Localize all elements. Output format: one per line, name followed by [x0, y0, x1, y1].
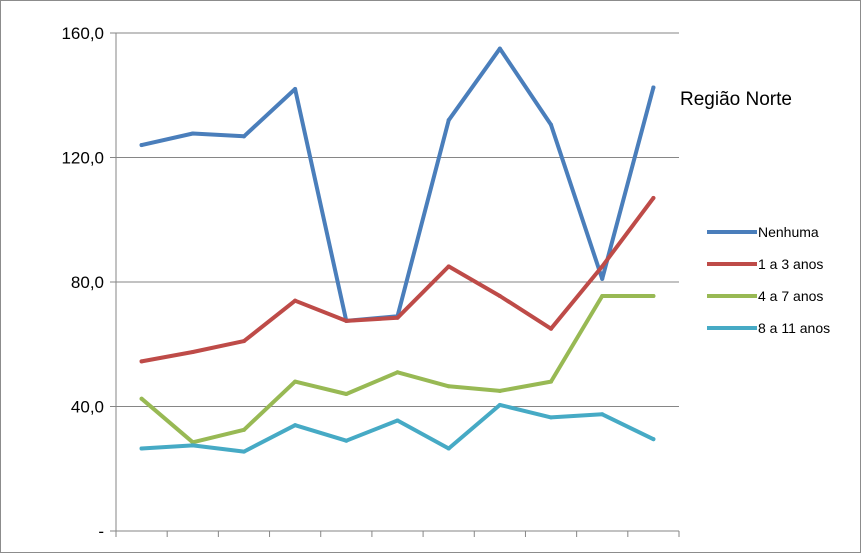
data-point-1-a-3-anos: [139, 359, 144, 364]
data-point-1-a-3-anos: [497, 294, 502, 299]
data-point-8-a-11-anos: [600, 412, 605, 417]
data-point-8-a-11-anos: [139, 446, 144, 451]
legend-label: 4 a 7 anos: [758, 288, 823, 304]
data-point-nenhuma: [651, 85, 656, 90]
data-point-8-a-11-anos: [395, 418, 400, 423]
series-line-8-a-11-anos: [139, 402, 656, 454]
legend-item-nenhuma: Nenhuma: [707, 224, 819, 240]
legend-label: Nenhuma: [758, 224, 819, 240]
data-point-1-a-3-anos: [651, 195, 656, 200]
data-point-nenhuma: [549, 122, 554, 127]
series-line-nenhuma: [139, 46, 656, 323]
data-point-nenhuma: [139, 143, 144, 148]
legend-item-4-a-7-anos: 4 a 7 anos: [707, 288, 823, 304]
series-layer: [139, 46, 656, 454]
data-point-1-a-3-anos: [549, 326, 554, 331]
y-tick-label: 40,0: [71, 398, 104, 417]
legend: Nenhuma 1 a 3 anos 4 a 7 anos 8 a 11 anos: [707, 224, 830, 336]
data-point-4-a-7-anos: [139, 396, 144, 401]
data-point-8-a-11-anos: [190, 443, 195, 448]
data-point-4-a-7-anos: [395, 370, 400, 375]
data-point-1-a-3-anos: [344, 318, 349, 323]
data-point-1-a-3-anos: [395, 315, 400, 320]
data-point-4-a-7-anos: [241, 427, 246, 432]
axes: - 40,0 80,0 120,0 160,0: [61, 24, 680, 541]
y-tick-label: 80,0: [71, 273, 104, 292]
data-point-4-a-7-anos: [446, 384, 451, 389]
data-point-8-a-11-anos: [446, 446, 451, 451]
data-point-4-a-7-anos: [190, 440, 195, 445]
data-point-nenhuma: [190, 131, 195, 136]
data-point-1-a-3-anos: [293, 298, 298, 303]
data-point-4-a-7-anos: [651, 294, 656, 299]
data-point-1-a-3-anos: [600, 264, 605, 269]
region-annotation: Região Norte: [680, 89, 792, 110]
y-tick-label: 160,0: [61, 24, 104, 43]
data-point-1-a-3-anos: [190, 350, 195, 355]
data-point-8-a-11-anos: [651, 437, 656, 442]
legend-label: 8 a 11 anos: [758, 320, 830, 336]
legend-label: 1 a 3 anos: [758, 256, 823, 272]
data-point-8-a-11-anos: [497, 402, 502, 407]
data-point-8-a-11-anos: [344, 438, 349, 443]
data-point-4-a-7-anos: [497, 388, 502, 393]
data-point-8-a-11-anos: [549, 415, 554, 420]
data-point-nenhuma: [293, 87, 298, 92]
data-point-4-a-7-anos: [293, 379, 298, 384]
data-point-1-a-3-anos: [446, 264, 451, 269]
grid-lines: [116, 32, 679, 407]
legend-item-1-a-3-anos: 1 a 3 anos: [707, 256, 823, 272]
y-tick-label: -: [98, 522, 104, 541]
data-point-4-a-7-anos: [549, 379, 554, 384]
data-point-1-a-3-anos: [241, 339, 246, 344]
data-point-8-a-11-anos: [293, 423, 298, 428]
data-point-nenhuma: [446, 118, 451, 123]
data-point-nenhuma: [241, 134, 246, 139]
data-point-4-a-7-anos: [600, 294, 605, 299]
data-point-nenhuma: [600, 276, 605, 281]
y-tick-label: 120,0: [61, 149, 104, 168]
data-point-4-a-7-anos: [344, 392, 349, 397]
data-point-8-a-11-anos: [241, 449, 246, 454]
data-point-nenhuma: [497, 46, 502, 51]
legend-item-8-a-11-anos: 8 a 11 anos: [707, 320, 830, 336]
